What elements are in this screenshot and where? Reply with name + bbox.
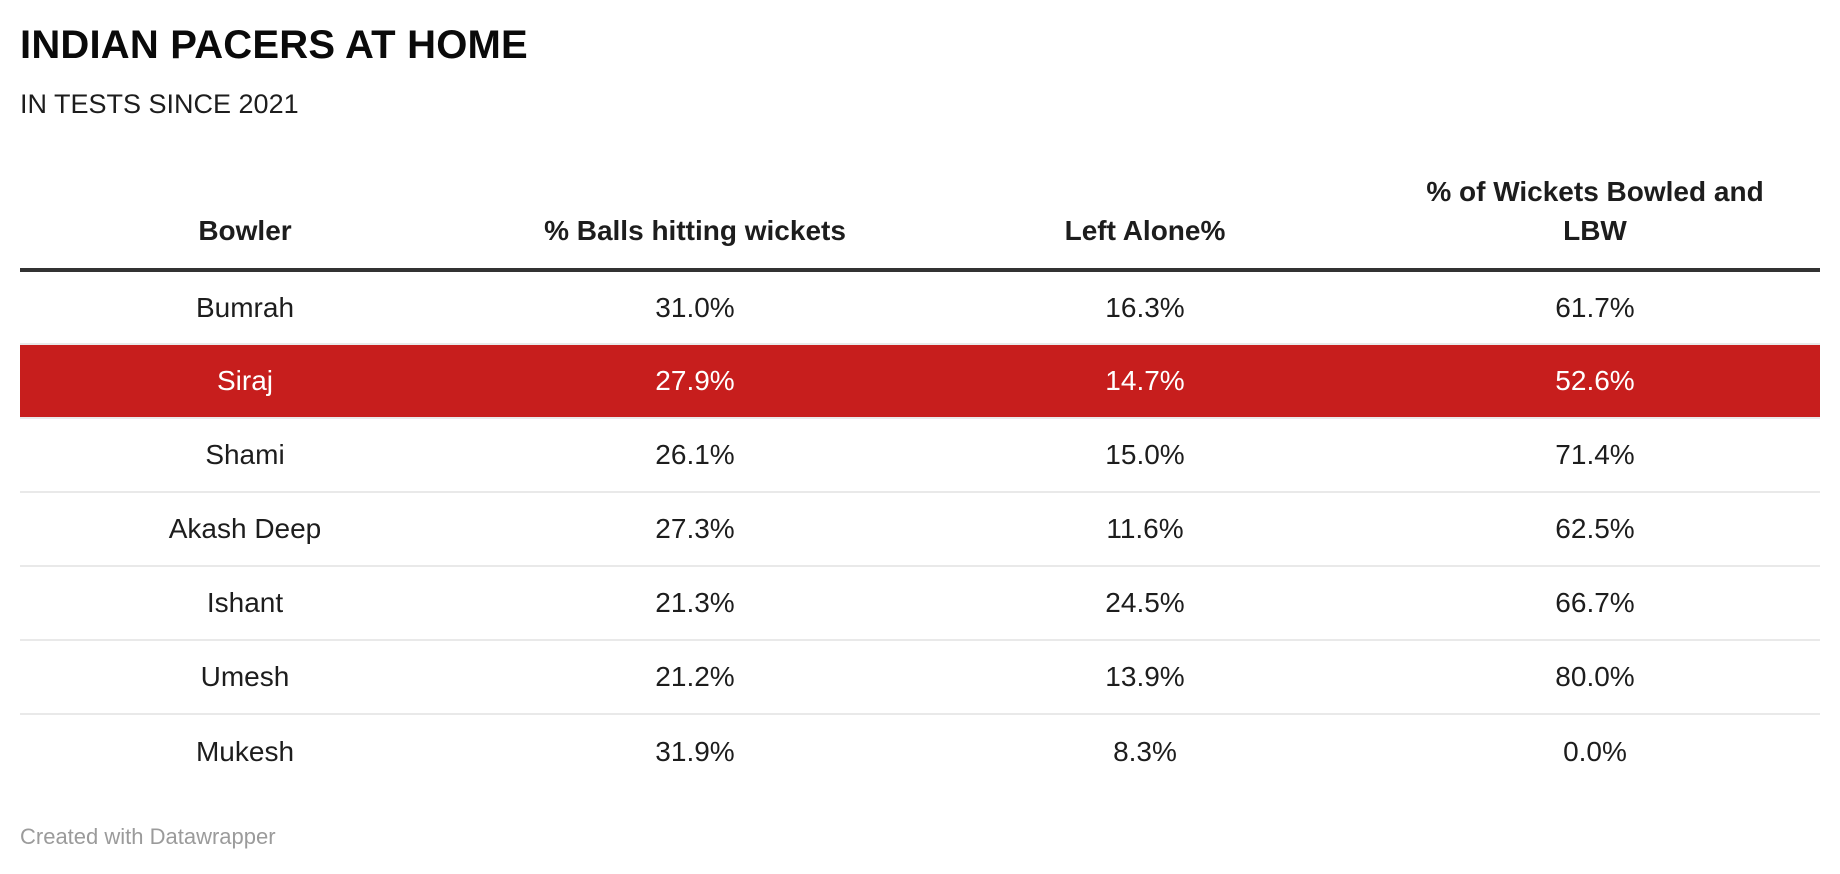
table-row-highlighted: Siraj 27.9% 14.7% 52.6% [20, 343, 1820, 418]
chart-title: INDIAN PACERS AT HOME [20, 23, 528, 67]
balls-hitting-wickets-cell: 26.1% [470, 417, 920, 492]
table-body: Bumrah 31.0% 16.3% 61.7% Siraj 27.9% 14.7% 52.6… [20, 270, 1820, 788]
wickets-bowled-lbw-cell: 61.7% [1555, 291, 1635, 323]
bowler-cell: Ishant [20, 565, 470, 640]
balls-hitting-wickets-cell: 21.2% [470, 639, 920, 714]
chart-subtitle: IN TESTS SINCE 2021 [20, 89, 299, 119]
bowler-cell: Bumrah [195, 291, 295, 323]
wickets-bowled-lbw-cell: 80.0% [1370, 639, 1820, 714]
table-header-row: Bowler % Balls hitting wickets Left Alon… [20, 172, 1820, 272]
table-header: Bowler % Balls hitting wickets Left Alon… [20, 172, 1820, 272]
column-header-bowler: Bowler [20, 172, 470, 272]
left-alone-cell: 16.3% [1105, 291, 1185, 323]
column-header-left-alone: Left Alone% [920, 172, 1370, 272]
left-alone-cell: 8.3% [920, 713, 1370, 788]
wickets-bowled-lbw-cell: 0.0% [1370, 713, 1820, 788]
column-header-wickets-bowled-lbw: % of Wickets Bowled and LBW [1370, 172, 1820, 272]
column-header-balls-hitting-wickets: % Balls hitting wickets [470, 172, 920, 272]
bowler-cell: Siraj [20, 343, 470, 418]
left-alone-cell: 24.5% [920, 565, 1370, 640]
table-row: Akash Deep 27.3% 11.6% 62.5% [20, 491, 1820, 566]
left-alone-cell: 15.0% [920, 417, 1370, 492]
wickets-bowled-lbw-cell: 66.7% [1370, 565, 1820, 640]
table-row: Bumrah 31.0% 16.3% 61.7% [20, 270, 1820, 344]
stats-table: Bowler % Balls hitting wickets Left Alon… [20, 172, 1820, 788]
bowler-cell: Umesh [20, 639, 470, 714]
bowler-cell: Mukesh [20, 713, 470, 788]
table-row: Ishant 21.3% 24.5% 66.7% [20, 565, 1820, 640]
bowler-cell: Shami [20, 417, 470, 492]
balls-hitting-wickets-cell: 27.9% [470, 343, 920, 418]
balls-hitting-wickets-cell: 31.9% [470, 713, 920, 788]
balls-hitting-wickets-cell: 27.3% [470, 491, 920, 566]
wickets-bowled-lbw-cell: 71.4% [1370, 417, 1820, 492]
wickets-bowled-lbw-cell: 52.6% [1370, 343, 1820, 418]
wickets-bowled-lbw-cell: 62.5% [1370, 491, 1820, 566]
balls-hitting-wickets-cell: 21.3% [470, 565, 920, 640]
table-row: Shami 26.1% 15.0% 71.4% [20, 417, 1820, 492]
left-alone-cell: 11.6% [920, 491, 1370, 566]
table-row: Umesh 21.2% 13.9% 80.0% [20, 639, 1820, 714]
bowler-cell: Akash Deep [20, 491, 470, 566]
table-row: Mukesh 31.9% 8.3% 0.0% [20, 713, 1820, 788]
balls-hitting-wickets-cell: 31.0% [655, 291, 735, 323]
left-alone-cell: 14.7% [920, 343, 1370, 418]
datawrapper-credit-link[interactable]: Created with Datawrapper [20, 824, 276, 849]
left-alone-cell: 13.9% [920, 639, 1370, 714]
